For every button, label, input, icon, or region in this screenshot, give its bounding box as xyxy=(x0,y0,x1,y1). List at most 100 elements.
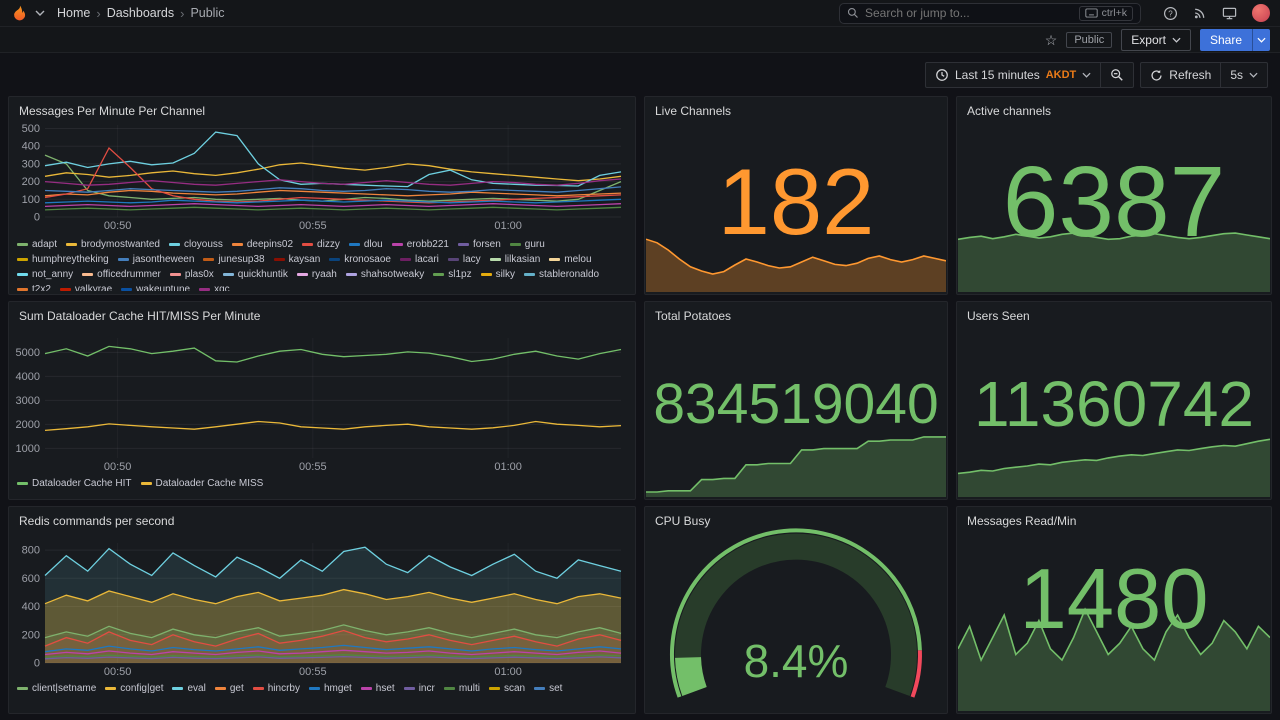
legend-item[interactable]: brodymostwanted xyxy=(66,239,160,250)
shortcut-label: ctrl+k xyxy=(1101,7,1127,19)
legend-label: brodymostwanted xyxy=(81,239,160,250)
legend-item[interactable]: scan xyxy=(488,683,525,694)
star-button[interactable]: ☆ xyxy=(1045,33,1058,47)
svg-text:3000: 3000 xyxy=(16,395,40,407)
legend-swatch xyxy=(443,687,455,690)
legend-item[interactable]: junesup38 xyxy=(203,254,265,265)
legend-item[interactable]: get xyxy=(214,683,244,694)
breadcrumb-dashboards[interactable]: Dashboards xyxy=(106,6,175,20)
svg-text:4000: 4000 xyxy=(16,371,40,383)
legend-item[interactable]: config|get xyxy=(105,683,163,694)
legend-item[interactable]: erobb221 xyxy=(391,239,449,250)
legend-label: jasontheween xyxy=(132,254,195,265)
time-series-chart[interactable]: 0 200 400 600 800 00:50 00:55 01:00 xyxy=(15,539,629,679)
search-box[interactable]: ctrl+k xyxy=(839,2,1141,24)
legend-item[interactable]: guru xyxy=(509,239,545,250)
chevron-down-icon[interactable] xyxy=(35,10,45,16)
legend-label: quickhuntik xyxy=(237,269,288,280)
legend-swatch xyxy=(302,243,314,246)
panel-title[interactable]: Users Seen xyxy=(967,309,1030,323)
legend-item[interactable]: kaysan xyxy=(273,254,320,265)
search-input[interactable] xyxy=(865,6,1073,20)
legend-item[interactable]: cloyouss xyxy=(168,239,223,250)
legend-item[interactable]: quickhuntik xyxy=(222,269,288,280)
share-dropdown-button[interactable] xyxy=(1252,28,1270,51)
legend-item[interactable]: xqc xyxy=(199,284,230,291)
panel-title[interactable]: Active channels xyxy=(967,104,1052,118)
legend-item[interactable]: dlou xyxy=(348,239,383,250)
legend-item[interactable]: ryaah xyxy=(296,269,337,280)
time-series-chart[interactable]: 1000 2000 3000 4000 5000 00:50 00:55 01:00 xyxy=(15,334,629,474)
legend-item[interactable]: deepins02 xyxy=(231,239,294,250)
legend-item[interactable]: sl1pz xyxy=(433,269,472,280)
legend-item[interactable]: jasontheween xyxy=(117,254,195,265)
panel-title[interactable]: Live Channels xyxy=(655,104,732,118)
legend-item[interactable]: silky xyxy=(480,269,515,280)
svg-text:01:00: 01:00 xyxy=(494,220,522,232)
legend-swatch xyxy=(17,258,28,261)
panel-title[interactable]: Total Potatoes xyxy=(655,309,732,323)
legend-swatch xyxy=(329,258,341,261)
legend-swatch xyxy=(17,288,28,291)
legend-label: adapt xyxy=(32,239,58,250)
legend-item[interactable]: t2x2 xyxy=(17,284,51,291)
legend-label: wakeuptune xyxy=(136,284,191,291)
grafana-logo[interactable] xyxy=(10,4,29,23)
legend-item[interactable]: set xyxy=(534,683,562,694)
refresh-button[interactable]: Refresh xyxy=(1141,63,1220,87)
svg-text:0: 0 xyxy=(34,212,40,224)
legend-item[interactable]: plas0x xyxy=(169,269,214,280)
panel-title[interactable]: Redis commands per second xyxy=(19,514,175,528)
legend-item[interactable]: forsen xyxy=(458,239,501,250)
legend-item[interactable]: adapt xyxy=(17,239,57,250)
zoom-out-button[interactable] xyxy=(1100,63,1133,87)
legend-item[interactable]: lacari xyxy=(399,254,439,265)
monitor-icon[interactable] xyxy=(1222,6,1237,21)
export-button[interactable]: Export xyxy=(1121,28,1191,51)
breadcrumb-current[interactable]: Public xyxy=(190,6,225,20)
legend-label: deepins02 xyxy=(246,239,294,250)
legend-swatch xyxy=(399,258,411,261)
legend-swatch xyxy=(403,687,415,690)
legend-item[interactable]: kronosaoe xyxy=(329,254,391,265)
panel-title[interactable]: CPU Busy xyxy=(655,514,711,528)
refresh-interval-dropdown[interactable]: 5s xyxy=(1220,63,1267,87)
breadcrumb-home[interactable]: Home xyxy=(57,6,91,20)
legend-item[interactable]: shahsotweaky xyxy=(345,269,424,280)
legend-item[interactable]: client|setname xyxy=(17,683,96,694)
legend-item[interactable]: officedrummer xyxy=(82,269,161,280)
share-button[interactable]: Share xyxy=(1199,28,1252,51)
legend-item[interactable]: stableronaldo xyxy=(524,269,599,280)
legend-item[interactable]: not_anny xyxy=(17,269,73,280)
legend-item[interactable]: lilkasian xyxy=(489,254,540,265)
legend-item[interactable]: wakeuptune xyxy=(121,284,190,291)
legend-swatch xyxy=(296,273,308,276)
time-range-picker[interactable]: Last 15 minutes AKDT xyxy=(926,63,1100,87)
panel-title[interactable]: Messages Per Minute Per Channel xyxy=(19,104,206,118)
panel-title[interactable]: Sum Dataloader Cache HIT/MISS Per Minute xyxy=(19,309,261,323)
legend-item[interactable]: multi xyxy=(443,683,480,694)
legend-item[interactable]: Dataloader Cache MISS xyxy=(140,478,264,489)
legend-item[interactable]: dizzy xyxy=(302,239,340,250)
panel-title[interactable]: Messages Read/Min xyxy=(967,514,1077,528)
legend-item[interactable]: Dataloader Cache HIT xyxy=(17,478,132,489)
legend-item[interactable]: melou xyxy=(549,254,592,265)
legend-item[interactable]: humphreytheking xyxy=(17,254,109,265)
legend-swatch xyxy=(59,288,71,291)
legend-item[interactable]: eval xyxy=(172,683,206,694)
legend-item[interactable]: incr xyxy=(403,683,435,694)
legend-item[interactable]: valkyrae xyxy=(59,284,112,291)
panel-cpu-busy: CPU Busy 8.4% xyxy=(644,506,948,714)
top-nav: Home › Dashboards › Public ctrl+k ? xyxy=(0,0,1280,27)
legend-item[interactable]: hset xyxy=(360,683,395,694)
legend-item[interactable]: hincrby xyxy=(252,683,300,694)
legend-label: Dataloader Cache MISS xyxy=(155,478,264,489)
legend-swatch xyxy=(66,243,78,246)
legend-item[interactable]: hmget xyxy=(309,683,352,694)
legend-item[interactable]: lacy xyxy=(447,254,481,265)
avatar[interactable] xyxy=(1252,4,1270,22)
help-button[interactable]: ? xyxy=(1163,6,1178,21)
svg-text:1000: 1000 xyxy=(16,443,40,455)
rss-icon[interactable] xyxy=(1193,6,1207,20)
time-series-chart[interactable]: 0 100 200 300 400 500 00:50 00:55 01:00 xyxy=(15,121,629,233)
